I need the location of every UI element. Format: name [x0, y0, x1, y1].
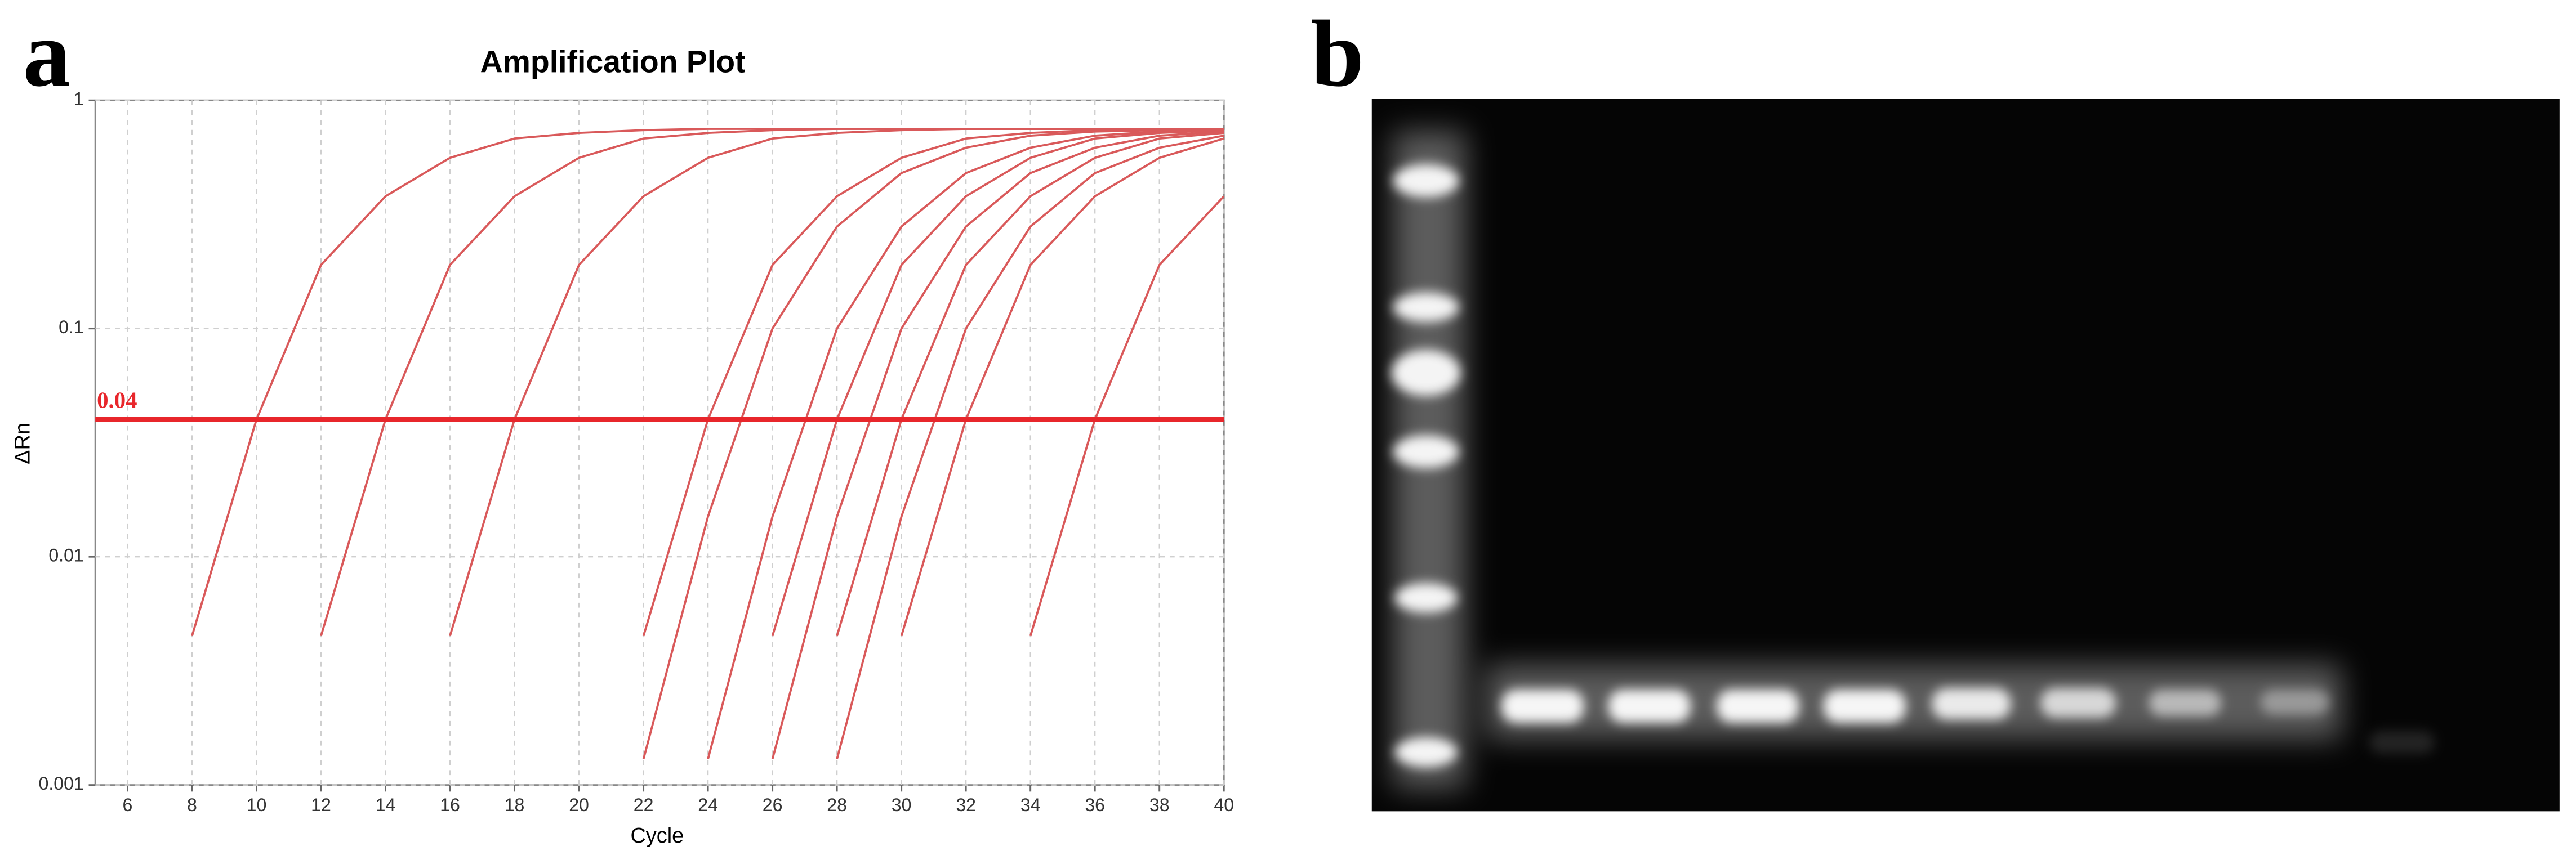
x-tick-label: 16	[440, 795, 460, 815]
plot-area	[191, 128, 1224, 759]
amplification-curve	[320, 128, 1224, 637]
sample-bands	[1501, 688, 2435, 754]
x-tick-label: 22	[634, 795, 654, 815]
y-axis-label: ΔRn	[11, 423, 35, 464]
amplification-curve	[1029, 195, 1224, 637]
x-tick-label: 36	[1085, 795, 1105, 815]
x-tick-label: 14	[376, 795, 396, 815]
x-tick-label: 34	[1020, 795, 1041, 815]
x-tick-label: 18	[505, 795, 525, 815]
amplification-curve	[642, 128, 1224, 637]
amplification-curve	[449, 128, 1224, 637]
amplification-curve	[836, 132, 1224, 637]
y-tick-label: 0.001	[38, 773, 83, 794]
amplification-curve	[771, 129, 1224, 637]
x-tick-label: 6	[123, 795, 133, 815]
x-tick-label: 12	[311, 795, 331, 815]
ladder-bands	[1391, 164, 1461, 767]
plot-frame	[94, 99, 1225, 786]
y-tick-label: 0.1	[59, 317, 84, 337]
x-tick-label: 26	[763, 795, 783, 815]
panel-label: b	[1311, 1, 1364, 106]
x-tick-label: 30	[892, 795, 912, 815]
x-tick-label: 32	[956, 795, 976, 815]
x-tick-label: 38	[1149, 795, 1170, 815]
gel-image	[1371, 99, 2560, 812]
amplification-curve	[771, 130, 1224, 759]
amplification-curve	[191, 128, 1224, 637]
amplification-curve	[707, 129, 1224, 759]
x-tick-label: 8	[187, 795, 197, 815]
amplification-curve	[836, 135, 1224, 759]
x-tick-label: 20	[569, 795, 589, 815]
x-tick-label: 28	[827, 795, 847, 815]
y-tick-label: 1	[74, 89, 84, 109]
x-tick-label: 24	[698, 795, 718, 815]
threshold-label: 0.04	[97, 388, 137, 413]
chart-title: Amplification Plot	[480, 44, 746, 79]
x-tick-label: 10	[247, 795, 267, 815]
x-axis-label: Cycle	[630, 824, 684, 848]
amplification-curve	[642, 128, 1224, 759]
x-tick-label: 40	[1214, 795, 1234, 815]
y-tick-label: 0.01	[48, 545, 83, 566]
amplification-curve	[900, 137, 1224, 637]
panel-label: a	[23, 1, 71, 106]
